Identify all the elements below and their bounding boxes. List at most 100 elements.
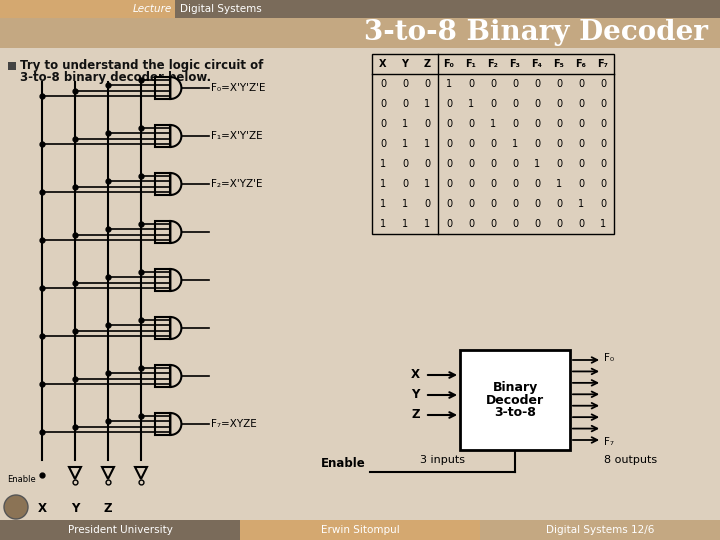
Text: 0: 0 xyxy=(600,79,606,89)
Text: 0: 0 xyxy=(534,119,540,129)
Text: 1: 1 xyxy=(600,219,606,229)
Text: F₀=X'Y'Z'E: F₀=X'Y'Z'E xyxy=(212,83,266,93)
Text: Y: Y xyxy=(402,59,408,69)
Polygon shape xyxy=(102,467,114,479)
Text: 3-to-8 Binary Decoder: 3-to-8 Binary Decoder xyxy=(364,19,708,46)
Text: 0: 0 xyxy=(490,139,496,149)
Wedge shape xyxy=(171,77,181,99)
Text: 3-to-8: 3-to-8 xyxy=(494,406,536,419)
Text: 0: 0 xyxy=(424,199,430,209)
Text: Z: Z xyxy=(104,502,112,515)
Text: 0: 0 xyxy=(556,199,562,209)
Text: 0: 0 xyxy=(446,199,452,209)
Text: 1: 1 xyxy=(468,99,474,109)
Text: 1: 1 xyxy=(424,219,430,229)
Bar xyxy=(0,18,720,48)
Text: 0: 0 xyxy=(600,199,606,209)
Text: F₂: F₂ xyxy=(487,59,498,69)
Text: 0: 0 xyxy=(556,99,562,109)
Text: 0: 0 xyxy=(446,99,452,109)
Text: Digital Systems 12/6: Digital Systems 12/6 xyxy=(546,525,654,535)
Bar xyxy=(480,520,720,540)
Text: Erwin Sitompul: Erwin Sitompul xyxy=(320,525,400,535)
Bar xyxy=(8,62,16,70)
Text: Y: Y xyxy=(412,388,420,402)
Circle shape xyxy=(4,495,28,519)
Text: 0: 0 xyxy=(512,199,518,209)
Bar xyxy=(0,0,720,18)
Bar xyxy=(240,520,480,540)
Text: 0: 0 xyxy=(490,79,496,89)
Text: 0: 0 xyxy=(402,159,408,169)
Text: 1: 1 xyxy=(380,219,386,229)
Text: 0: 0 xyxy=(512,79,518,89)
Text: 1: 1 xyxy=(380,159,386,169)
Text: 0: 0 xyxy=(468,79,474,89)
Text: 0: 0 xyxy=(534,79,540,89)
Bar xyxy=(460,350,570,450)
Text: X: X xyxy=(411,368,420,381)
Text: 0: 0 xyxy=(512,179,518,189)
Text: 0: 0 xyxy=(468,199,474,209)
Text: 0: 0 xyxy=(468,179,474,189)
Text: F₀: F₀ xyxy=(444,59,454,69)
Bar xyxy=(155,77,171,99)
Text: 0: 0 xyxy=(490,159,496,169)
Text: 1: 1 xyxy=(424,179,430,189)
Text: 1: 1 xyxy=(402,139,408,149)
Text: 1: 1 xyxy=(556,179,562,189)
Text: 1: 1 xyxy=(534,159,540,169)
Text: X: X xyxy=(379,59,387,69)
Text: 8 outputs: 8 outputs xyxy=(604,455,657,465)
Text: 0: 0 xyxy=(446,179,452,189)
Text: 0: 0 xyxy=(446,139,452,149)
Text: F₆: F₆ xyxy=(575,59,586,69)
Text: 0: 0 xyxy=(380,119,386,129)
Text: 0: 0 xyxy=(556,219,562,229)
Text: F₀: F₀ xyxy=(604,353,614,363)
Text: Decoder: Decoder xyxy=(486,394,544,407)
Text: 0: 0 xyxy=(468,219,474,229)
Text: 1: 1 xyxy=(424,139,430,149)
Polygon shape xyxy=(69,467,81,479)
Text: 0: 0 xyxy=(380,139,386,149)
Text: 1: 1 xyxy=(578,199,584,209)
Text: F₃: F₃ xyxy=(510,59,521,69)
Text: 1: 1 xyxy=(512,139,518,149)
Text: F₄: F₄ xyxy=(531,59,542,69)
Text: 1: 1 xyxy=(424,99,430,109)
Text: 0: 0 xyxy=(578,159,584,169)
Text: 0: 0 xyxy=(556,119,562,129)
Text: 0: 0 xyxy=(556,139,562,149)
Bar xyxy=(155,317,171,339)
Text: 0: 0 xyxy=(600,139,606,149)
Polygon shape xyxy=(135,467,147,479)
Text: 3 inputs: 3 inputs xyxy=(420,455,464,465)
Text: 0: 0 xyxy=(600,179,606,189)
Text: 0: 0 xyxy=(512,119,518,129)
Text: F₇: F₇ xyxy=(604,437,614,447)
Text: 1: 1 xyxy=(446,79,452,89)
Text: 0: 0 xyxy=(446,119,452,129)
Text: Enable: Enable xyxy=(8,476,37,484)
Text: 0: 0 xyxy=(446,159,452,169)
Text: 0: 0 xyxy=(512,159,518,169)
Bar xyxy=(155,269,171,291)
Text: 0: 0 xyxy=(578,139,584,149)
Bar xyxy=(175,0,720,18)
Text: F₇=XYZE: F₇=XYZE xyxy=(212,419,257,429)
Text: 0: 0 xyxy=(578,119,584,129)
Wedge shape xyxy=(171,365,181,387)
Text: Digital Systems: Digital Systems xyxy=(180,4,262,14)
Text: F₂=X'YZ'E: F₂=X'YZ'E xyxy=(212,179,263,189)
Text: F₅: F₅ xyxy=(554,59,564,69)
Text: 0: 0 xyxy=(380,79,386,89)
Text: 0: 0 xyxy=(424,79,430,89)
Text: 0: 0 xyxy=(578,179,584,189)
Text: 0: 0 xyxy=(534,99,540,109)
Text: 1: 1 xyxy=(402,199,408,209)
Text: 0: 0 xyxy=(534,199,540,209)
Text: 0: 0 xyxy=(600,99,606,109)
Text: 0: 0 xyxy=(556,79,562,89)
Text: 3-to-8 binary decoder below.: 3-to-8 binary decoder below. xyxy=(20,71,211,84)
